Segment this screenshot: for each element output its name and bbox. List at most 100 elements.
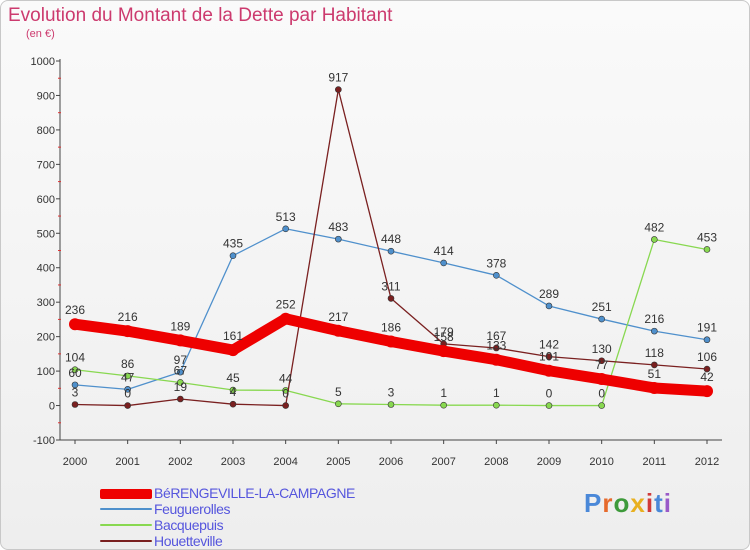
data-point <box>387 247 395 255</box>
data-point <box>387 401 395 408</box>
data-point <box>490 353 503 366</box>
legend-swatch <box>100 540 152 542</box>
x-tick-label: 2012 <box>695 456 719 468</box>
data-label: 1 <box>493 386 500 400</box>
data-point <box>69 318 81 331</box>
data-point <box>545 302 553 310</box>
data-point <box>229 386 237 394</box>
data-point <box>335 235 342 243</box>
data-label: 252 <box>276 298 296 312</box>
data-label: 448 <box>381 232 401 246</box>
data-point <box>282 402 289 409</box>
data-point <box>493 272 500 279</box>
data-label: 167 <box>486 329 506 343</box>
data-label: 435 <box>223 237 243 251</box>
data-point <box>648 381 661 394</box>
x-tick-label: 2007 <box>431 456 455 468</box>
data-point <box>598 402 605 409</box>
data-label: 3 <box>388 386 395 400</box>
legend-swatch <box>100 524 152 526</box>
data-label: 0 <box>546 387 553 401</box>
x-tick-label: 2002 <box>168 456 192 468</box>
data-label: 189 <box>170 319 190 333</box>
data-point <box>177 379 184 386</box>
data-point <box>335 400 342 408</box>
data-label: 513 <box>276 210 296 224</box>
x-tick-label: 2001 <box>115 456 139 468</box>
chart-subtitle: (en €) <box>26 28 55 40</box>
data-point <box>437 345 450 358</box>
data-label: 86 <box>121 357 135 371</box>
legend-label: Bacquepuis <box>154 517 224 533</box>
data-point <box>71 366 79 374</box>
data-point <box>440 401 447 409</box>
data-label: 3 <box>72 386 79 400</box>
data-label: 60 <box>68 366 82 380</box>
data-point <box>493 401 500 409</box>
data-label: 179 <box>434 325 454 339</box>
data-label: 186 <box>381 320 401 334</box>
legend-swatch <box>100 489 152 499</box>
data-label: 101 <box>539 350 559 364</box>
y-tick-label: 600 <box>37 194 55 206</box>
logo-letter: i <box>645 488 655 518</box>
y-tick-label: 1000 <box>31 56 55 68</box>
x-tick-label: 2010 <box>589 456 613 468</box>
data-point <box>174 334 187 347</box>
y-tick-label: 800 <box>37 125 55 137</box>
y-tick-label: 900 <box>37 90 55 102</box>
data-point <box>124 372 131 380</box>
data-point <box>227 344 239 357</box>
data-label: 97 <box>174 353 188 367</box>
data-label: 4 <box>230 385 237 399</box>
data-point <box>332 324 345 337</box>
x-tick-label: 2011 <box>643 456 667 468</box>
data-point <box>387 295 395 302</box>
data-label: 378 <box>486 256 506 270</box>
x-tick-label: 2008 <box>484 456 508 468</box>
y-tick-label: -100 <box>33 435 55 447</box>
legend-label: Feuguerolles <box>154 501 231 517</box>
data-label: 216 <box>118 310 138 324</box>
data-label: 47 <box>121 370 135 384</box>
data-point <box>598 315 605 323</box>
logo-letter: x <box>630 488 646 518</box>
y-tick-label: 100 <box>37 366 55 378</box>
data-label: 104 <box>65 351 85 365</box>
data-point <box>651 361 658 369</box>
y-tick-label: 0 <box>49 401 55 413</box>
y-tick-label: 700 <box>37 159 55 171</box>
data-label: 106 <box>697 350 717 364</box>
data-label: 45 <box>226 371 240 385</box>
data-point <box>440 259 447 267</box>
data-label: 236 <box>65 303 85 317</box>
data-point <box>229 400 237 408</box>
x-tick-label: 2009 <box>537 456 561 468</box>
data-label: 216 <box>644 312 664 326</box>
data-label: 44 <box>279 371 293 385</box>
data-point <box>701 385 713 398</box>
logo-letter: t <box>654 488 664 518</box>
data-label: 1 <box>440 386 447 400</box>
x-tick-label: 2000 <box>63 456 87 468</box>
data-label: 19 <box>174 380 188 394</box>
data-label: 217 <box>328 310 348 324</box>
legend-label: Houetteville <box>154 533 223 549</box>
logo-letter: i <box>663 488 672 518</box>
data-label: 0 <box>124 387 131 401</box>
data-point <box>595 373 608 386</box>
data-label: 453 <box>697 230 717 244</box>
data-label: 0 <box>598 387 605 401</box>
data-label: 42 <box>700 370 714 384</box>
x-tick-label: 2005 <box>326 456 350 468</box>
data-label: 77 <box>595 358 609 372</box>
data-point <box>124 386 131 393</box>
data-label: 414 <box>434 244 454 258</box>
data-label: 311 <box>381 279 400 293</box>
logo-letter: P <box>584 488 603 518</box>
data-point <box>703 246 711 253</box>
data-point <box>177 368 184 376</box>
y-tick-label: 300 <box>37 297 55 309</box>
data-point <box>71 381 79 389</box>
data-point <box>385 335 397 348</box>
